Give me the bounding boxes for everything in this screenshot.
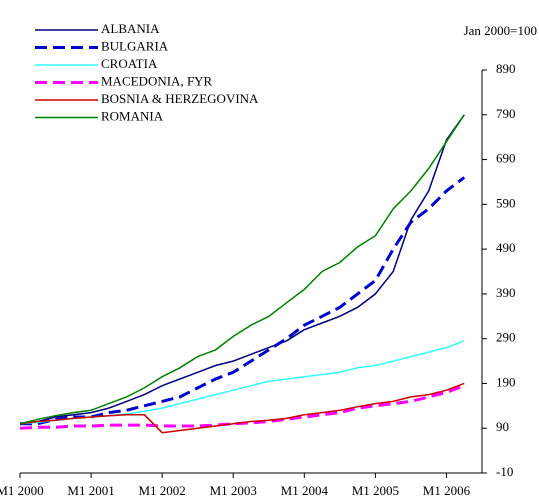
unit-label: Jan 2000=100 <box>464 23 537 38</box>
y-tick-label: 390 <box>496 285 516 300</box>
x-tick-label: M1 2006 <box>423 483 471 498</box>
y-tick-label: 590 <box>496 195 516 210</box>
y-tick-label: 190 <box>496 374 516 389</box>
x-tick-label: M1 2005 <box>352 483 399 498</box>
x-tick-label: M1 2000 <box>0 483 44 498</box>
series-line <box>19 384 465 430</box>
series-line <box>19 114 465 425</box>
legend-label: BOSNIA & HERZEGOVINA <box>101 91 259 106</box>
legend-label: CROATIA <box>101 56 158 71</box>
y-tick-label: 690 <box>496 151 516 166</box>
y-tick-label: -10 <box>496 464 513 479</box>
legend-label: ROMANIA <box>101 108 164 123</box>
y-tick-label: 490 <box>496 240 516 255</box>
x-tick-label: M1 2001 <box>67 483 114 498</box>
y-tick-label: 290 <box>496 330 516 345</box>
x-tick-label: M1 2002 <box>138 483 185 498</box>
y-tick-label: 790 <box>496 106 516 121</box>
x-tick-label: M1 2004 <box>281 483 329 498</box>
series-line <box>20 176 466 426</box>
legend-label: MACEDONIA, FYR <box>101 73 213 88</box>
legend-label: BULGARIA <box>101 38 169 53</box>
y-tick-label: 890 <box>496 61 516 76</box>
series-line <box>19 114 465 425</box>
x-tick-label: M1 2003 <box>210 483 257 498</box>
legend-label: ALBANIA <box>101 21 160 36</box>
series-line <box>19 382 465 434</box>
y-tick-label: 90 <box>496 419 509 434</box>
